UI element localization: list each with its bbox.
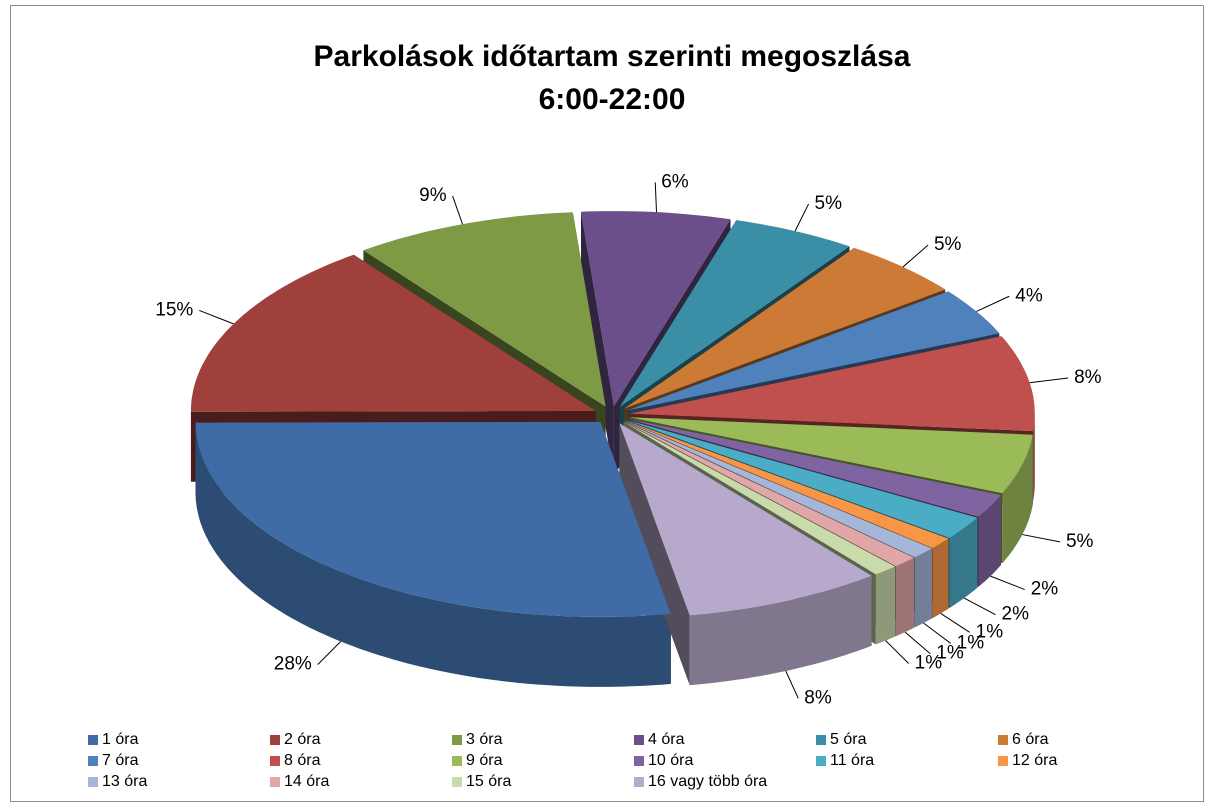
chart-title: Parkolások időtartam szerinti megoszlása [314, 40, 911, 73]
slice-outer-wall [1002, 434, 1033, 564]
leader-line [452, 195, 463, 225]
data-label: 1% [957, 632, 985, 653]
leader-line [199, 309, 234, 325]
leader-line [976, 295, 1010, 312]
legend-label: 13 óra [102, 773, 147, 790]
legend: 1 óra 2 óra 3 óra 4 óra 5 óra 6 óra 7 óra 8 óra… [88, 731, 1057, 790]
leader-line [785, 670, 799, 699]
legend-swatch [816, 756, 826, 766]
legend-swatch [88, 777, 98, 787]
legend-swatch [270, 756, 280, 766]
pie-slice [628, 419, 1001, 517]
slice-side-wall [581, 211, 614, 476]
legend-swatch [270, 735, 280, 745]
data-label: 15% [155, 299, 193, 320]
pie-slice [363, 212, 606, 407]
pie-slice [626, 420, 949, 549]
leader-line [990, 575, 1025, 591]
legend-label: 6 óra [1012, 731, 1049, 748]
slice-outer-wall [195, 422, 671, 687]
slice-outer-wall [689, 575, 872, 686]
legend-label: 2 óra [284, 731, 321, 748]
legend-swatch [998, 735, 1008, 745]
leader-line [794, 203, 809, 232]
leader-line [902, 244, 929, 268]
data-labels: 28%15%9%6%5%5%4%8%5%2%2%1%1%1%1%8% [155, 171, 1101, 708]
slice-outer-wall [949, 517, 978, 608]
slice-outer-wall [932, 538, 949, 619]
legend-label: 4 óra [648, 731, 685, 748]
leader-line [904, 631, 931, 655]
legend-swatch [634, 756, 644, 766]
data-label: 2% [1031, 579, 1059, 600]
slice-outer-wall [895, 557, 914, 637]
leader-line [317, 641, 342, 665]
data-label: 1% [936, 643, 964, 664]
pie-slice [625, 421, 932, 558]
pie-slice [627, 420, 978, 538]
legend-label: 10 óra [648, 752, 693, 769]
legend-label: 12 óra [1012, 752, 1057, 769]
pie-slice [623, 421, 896, 575]
legend-label: 14 óra [284, 773, 329, 790]
data-label: 1% [915, 652, 943, 673]
leader-line [963, 597, 996, 616]
pie-slice [619, 220, 850, 407]
leader-line [940, 612, 970, 633]
legend-swatch [88, 756, 98, 766]
legend-swatch [634, 777, 644, 787]
slice-outer-wall [914, 548, 932, 628]
leader-line [654, 182, 658, 213]
data-label: 5% [815, 193, 843, 214]
legend-label: 1 óra [102, 731, 139, 748]
legend-label: 5 óra [830, 731, 867, 748]
data-label: 8% [804, 687, 832, 708]
leader-line [923, 622, 951, 644]
legend-label: 8 óra [284, 752, 321, 769]
data-label: 4% [1015, 285, 1043, 306]
legend-label: 7 óra [102, 752, 139, 769]
data-label: 28% [274, 654, 312, 675]
legend-swatch [634, 735, 644, 745]
leader-line [1022, 534, 1061, 543]
pie-slice [627, 291, 1000, 411]
pie-slice [581, 211, 731, 406]
legend-label: 11 óra [830, 752, 874, 769]
legend-swatch [88, 735, 98, 745]
legend-swatch [452, 756, 462, 766]
pie-slice [629, 336, 1035, 432]
legend-swatch [452, 735, 462, 745]
slice-outer-wall [978, 495, 1001, 587]
legend-swatch [452, 777, 462, 787]
data-label: 6% [661, 171, 689, 192]
data-label: 9% [419, 185, 447, 206]
data-label: 5% [934, 234, 962, 255]
legend-label: 9 óra [466, 752, 503, 769]
data-label: 2% [1002, 604, 1030, 625]
legend-swatch [270, 777, 280, 787]
legend-label: 3 óra [466, 731, 503, 748]
slice-outer-wall [1033, 413, 1035, 502]
slice-side-wall [619, 423, 690, 686]
legend-swatch [998, 756, 1008, 766]
data-label: 5% [1066, 531, 1094, 552]
leader-line [1029, 377, 1069, 384]
pie-slice [619, 423, 872, 616]
pie-slice [624, 247, 946, 409]
legend-label: 15 óra [466, 773, 511, 790]
pie-slice [190, 254, 596, 412]
leader-line [885, 640, 910, 664]
data-label: 1% [976, 621, 1004, 642]
data-label: 8% [1074, 367, 1102, 388]
pie-slice [195, 421, 671, 617]
pie-tops [190, 211, 1035, 617]
legend-label: 16 vagy több óra [648, 773, 767, 790]
legend-swatch [816, 735, 826, 745]
slice-outer-wall [875, 566, 896, 645]
pie-slice [624, 421, 914, 567]
chart-subtitle: 6:00-22:00 [539, 83, 686, 116]
pie-slice [629, 417, 1033, 494]
